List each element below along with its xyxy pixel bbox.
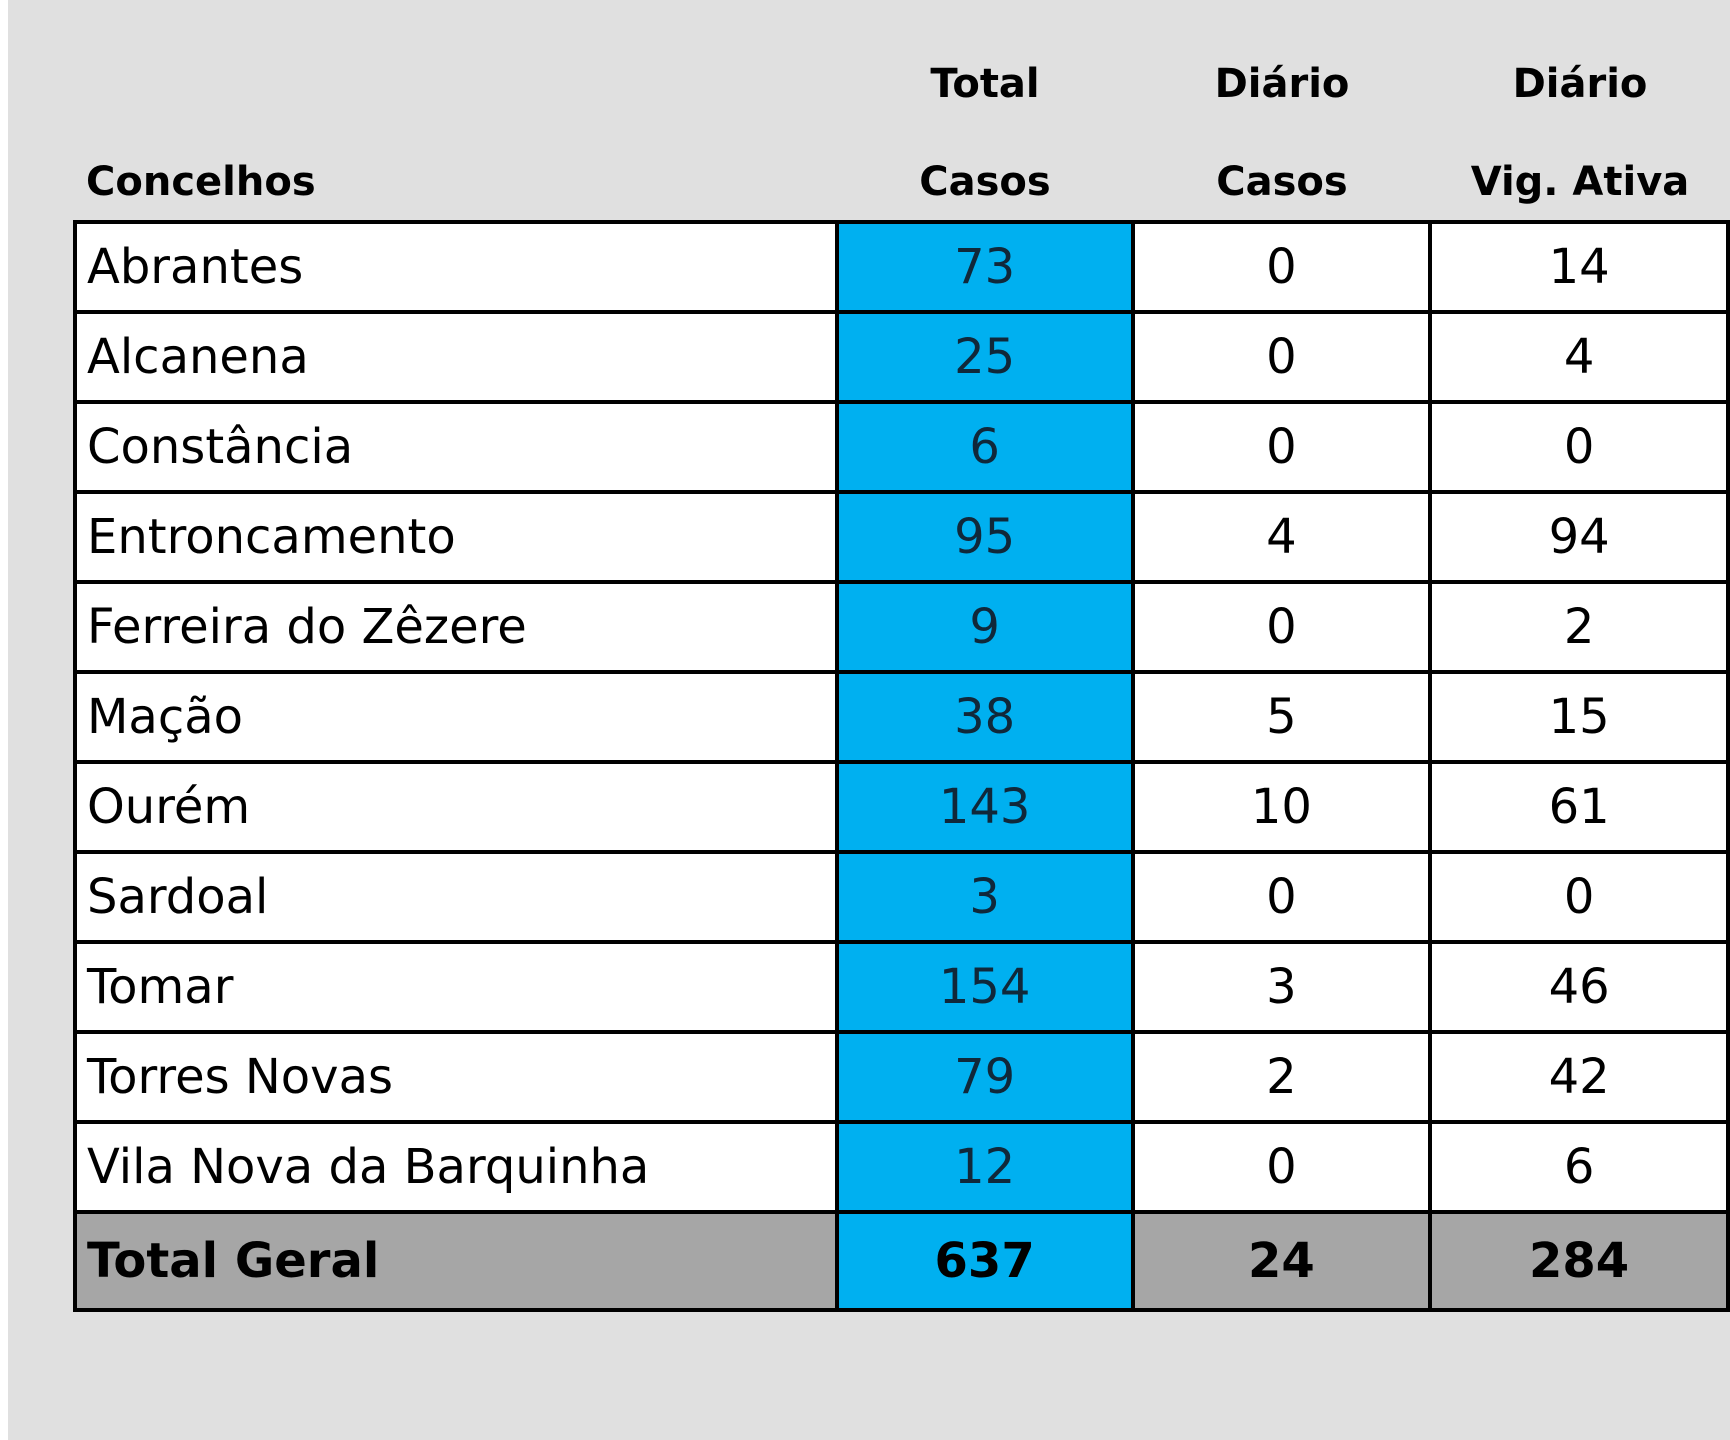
total-row: Total Geral 637 24 284	[73, 1210, 1730, 1312]
cell-diario-vig-ativa: 61	[1428, 760, 1730, 854]
cases-table: Abrantes 73 0 14 Alcanena 25 0 4 Constân…	[73, 220, 1730, 1312]
total-label: Total Geral	[73, 1210, 839, 1312]
cell-diario-vig-ativa: 42	[1428, 1030, 1730, 1124]
table-row: Ourém 143 10 61	[73, 760, 1730, 854]
cell-diario-casos: 5	[1130, 670, 1433, 764]
cell-diario-vig-ativa: 6	[1428, 1120, 1730, 1214]
cell-diario-vig-ativa: 2	[1428, 580, 1730, 674]
cell-diario-vig-ativa: 0	[1428, 400, 1730, 494]
cell-diario-casos: 0	[1130, 850, 1433, 944]
cell-diario-vig-ativa: 0	[1428, 850, 1730, 944]
header-total-line2: Casos	[919, 159, 1051, 205]
cell-diario-casos: 0	[1130, 220, 1433, 314]
header-total-line1: Total	[930, 61, 1040, 107]
cell-diario-casos: 0	[1130, 310, 1433, 404]
table-row: Ferreira do Zêzere 9 0 2	[73, 580, 1730, 674]
cell-total-casos: 6	[834, 400, 1135, 494]
cell-diario-vig-ativa: 46	[1428, 940, 1730, 1034]
cell-concelho: Ferreira do Zêzere	[73, 580, 839, 674]
cases-table-body: Abrantes 73 0 14 Alcanena 25 0 4 Constân…	[73, 220, 1730, 1312]
table-row: Entroncamento 95 4 94	[73, 490, 1730, 584]
cell-diario-casos: 2	[1130, 1030, 1433, 1124]
table-row: Constância 6 0 0	[73, 400, 1730, 494]
cell-diario-casos: 3	[1130, 940, 1433, 1034]
cell-concelho: Constância	[73, 400, 839, 494]
cell-total-casos: 12	[834, 1120, 1135, 1214]
table-row: Mação 38 5 15	[73, 670, 1730, 764]
cell-total-casos: 25	[834, 310, 1135, 404]
table-row: Torres Novas 79 2 42	[73, 1030, 1730, 1124]
cell-concelho: Alcanena	[73, 310, 839, 404]
header-diario-casos-line1: Diário	[1214, 61, 1350, 107]
cell-diario-vig-ativa: 94	[1428, 490, 1730, 584]
cell-concelho: Entroncamento	[73, 490, 839, 584]
header-diario-vig-line1: Diário	[1512, 61, 1648, 107]
total-total-casos: 637	[834, 1210, 1135, 1312]
cell-diario-casos: 0	[1130, 580, 1433, 674]
table-row: Alcanena 25 0 4	[73, 310, 1730, 404]
cell-diario-vig-ativa: 4	[1428, 310, 1730, 404]
cell-diario-casos: 0	[1130, 400, 1433, 494]
header-diario-vig-line2: Vig. Ativa	[1470, 159, 1690, 205]
table-row: Vila Nova da Barquinha 12 0 6	[73, 1120, 1730, 1214]
cell-diario-casos: 0	[1130, 1120, 1433, 1214]
cell-total-casos: 73	[834, 220, 1135, 314]
cell-total-casos: 95	[834, 490, 1135, 584]
cell-concelho: Vila Nova da Barquinha	[73, 1120, 839, 1214]
table-row: Tomar 154 3 46	[73, 940, 1730, 1034]
cell-concelho: Sardoal	[73, 850, 839, 944]
cell-concelho: Tomar	[73, 940, 839, 1034]
total-diario-casos: 24	[1130, 1210, 1433, 1312]
header-concelhos: Concelhos	[86, 159, 316, 205]
cell-diario-casos: 4	[1130, 490, 1433, 584]
cell-diario-casos: 10	[1130, 760, 1433, 854]
cell-total-casos: 143	[834, 760, 1135, 854]
cell-total-casos: 154	[834, 940, 1135, 1034]
header-diario-casos-line2: Casos	[1216, 159, 1348, 205]
cell-total-casos: 79	[834, 1030, 1135, 1124]
cell-concelho: Ourém	[73, 760, 839, 854]
cell-total-casos: 9	[834, 580, 1135, 674]
cell-concelho: Torres Novas	[73, 1030, 839, 1124]
total-diario-vig-ativa: 284	[1428, 1210, 1730, 1312]
table-row: Sardoal 3 0 0	[73, 850, 1730, 944]
cell-diario-vig-ativa: 14	[1428, 220, 1730, 314]
cell-concelho: Abrantes	[73, 220, 839, 314]
table-row: Abrantes 73 0 14	[73, 220, 1730, 314]
cell-diario-vig-ativa: 15	[1428, 670, 1730, 764]
cell-total-casos: 3	[834, 850, 1135, 944]
cell-total-casos: 38	[834, 670, 1135, 764]
cell-concelho: Mação	[73, 670, 839, 764]
